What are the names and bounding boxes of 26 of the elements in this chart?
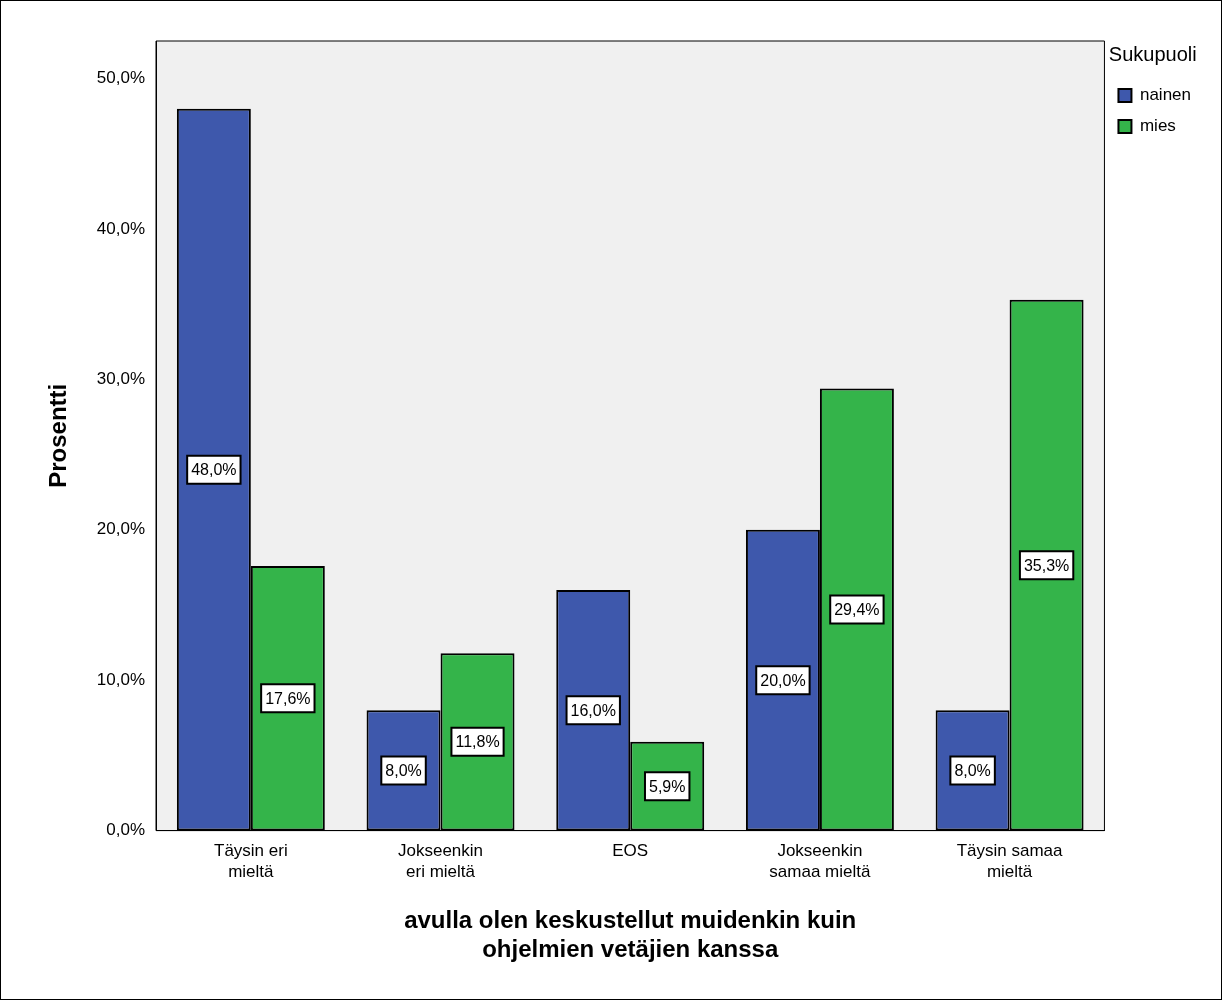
legend-label: mies — [1139, 116, 1176, 136]
legend-title: Sukupuoli — [1108, 42, 1197, 65]
y-tick-label: 50,0% — [96, 68, 145, 88]
x-tick-label: Jokseenkin eri mieltä — [398, 841, 484, 881]
data-label: 16,0% — [570, 701, 616, 719]
y-tick-label: 0,0% — [106, 820, 145, 840]
y-tick-label: 40,0% — [96, 218, 145, 238]
y-tick-label: 30,0% — [96, 369, 145, 389]
x-tick-label: EOS — [612, 841, 649, 861]
x-tick-label: Täysin samaa mieltä — [956, 841, 1064, 881]
data-label: 35,3% — [1023, 556, 1070, 574]
data-label: 20,0% — [760, 671, 806, 689]
data-label: 29,4% — [834, 600, 880, 618]
legend-label: nainen — [1139, 85, 1192, 105]
x-tick-label: Jokseenkin samaa mieltä — [769, 841, 871, 881]
x-axis-title: avulla olen keskustellut muidenkin kuin ohjelmien vetäjien kanssa — [404, 906, 857, 963]
data-label: 11,8% — [455, 733, 500, 751]
data-label: 8,0% — [385, 761, 422, 779]
y-tick-label: 10,0% — [96, 669, 145, 689]
y-tick-label: 20,0% — [96, 519, 145, 539]
y-axis-title: Prosentti — [44, 383, 72, 488]
data-label: 48,0% — [191, 461, 237, 479]
x-tick-label: Täysin eri mieltä — [214, 841, 288, 881]
data-label: 8,0% — [954, 761, 991, 779]
data-label: 17,6% — [265, 689, 311, 707]
data-label: 5,9% — [648, 777, 686, 795]
